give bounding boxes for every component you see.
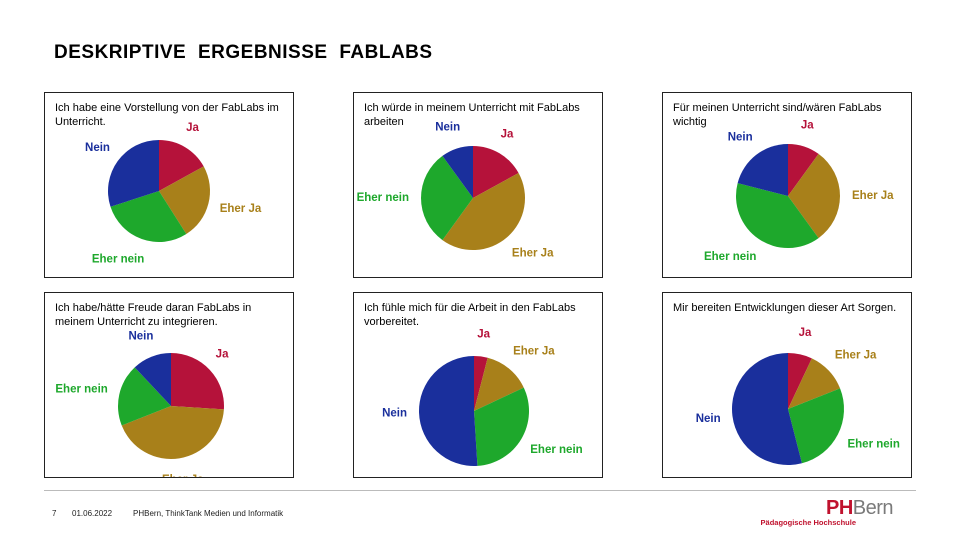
slice-label: Ja (801, 120, 814, 132)
pie-slice (788, 358, 841, 409)
logo: PHBern (826, 497, 894, 520)
chart-panel: Ich würde in meinem Unterricht mit FabLa… (353, 92, 603, 278)
pie-slice (474, 387, 529, 466)
pie-slice (418, 356, 478, 466)
pie-chart: Ja Eher Ja Eher nein Nein (55, 330, 229, 477)
slice-label: Ja (477, 329, 490, 341)
pie-chart: Ja Eher Ja Eher nein Nein (696, 327, 900, 465)
pie-slice (737, 144, 788, 196)
pie-slice (110, 191, 187, 243)
slice-label: Ja (501, 128, 514, 140)
slice-label: Nein (435, 122, 460, 134)
chart-title: Ich habe/hätte Freude daran FabLabs in m… (55, 302, 252, 328)
slice-label: Eher nein (55, 384, 107, 396)
pie-slice (118, 367, 171, 426)
pie-chart: Ja Eher Ja Eher nein Nein (85, 122, 262, 266)
pie-slice (442, 172, 525, 250)
chart-panel: Ich fühle mich für die Arbeit in den Fab… (353, 292, 603, 478)
chart-panel: Ich habe eine Vorstellung von der FabLab… (44, 92, 294, 278)
slide-title: DESKRIPTIVE ERGEBNISSE FABLABS (54, 42, 433, 63)
chart-panel: Für meinen Unterricht sind/wären FabLabs… (662, 92, 912, 278)
slice-label: Ja (186, 122, 199, 134)
chart-title: Ich habe eine Vorstellung von der FabLab… (55, 102, 279, 128)
logo-ph: PH (826, 497, 853, 519)
slice-label: Nein (728, 132, 753, 144)
slice-label: Eher nein (847, 438, 899, 450)
slice-label: Nein (696, 413, 721, 425)
slice-label: Nein (382, 407, 407, 419)
slice-label: Eher Ja (852, 190, 894, 202)
logo-subtitle: Pädagogische Hochschule (760, 518, 856, 527)
slice-label: Eher Ja (162, 474, 204, 477)
pie-slice (442, 146, 473, 198)
slice-label: Nein (85, 142, 110, 154)
pie-slice (474, 356, 488, 411)
chart-panel: Mir bereiten Entwicklungen dieser Art So… (662, 292, 912, 478)
page-number: 7 (52, 509, 57, 518)
slice-label: Eher nein (357, 192, 409, 204)
pie-slice (159, 140, 204, 191)
pie-chart: Ja Eher Ja Eher nein Nein (382, 329, 583, 466)
chart-title: Ich würde in meinem Unterricht mit FabLa… (364, 102, 580, 128)
slice-label: Eher nein (530, 444, 582, 456)
slice-label: Ja (216, 349, 229, 361)
pie-slice (788, 388, 844, 464)
pie-slice (121, 406, 224, 459)
slice-label: Eher Ja (220, 203, 262, 215)
pie-chart: Ja Eher Ja Eher nein Nein (357, 122, 555, 260)
pie-slice (788, 153, 840, 239)
logo-bern: Bern (852, 497, 894, 519)
chart-panel: Ich habe/hätte Freude daran FabLabs in m… (44, 292, 294, 478)
slice-label: Eher Ja (835, 350, 877, 362)
slice-label: Eher nein (92, 254, 144, 266)
pie-slice (421, 155, 473, 241)
pie-slice (732, 353, 802, 465)
footer-rule (44, 490, 916, 491)
chart-title: Mir bereiten Entwicklungen dieser Art So… (673, 302, 897, 314)
pie-slice (171, 353, 224, 410)
pie-slice (474, 357, 524, 411)
pie-slice (736, 183, 819, 248)
pie-slice (788, 144, 819, 196)
pie-slice (134, 353, 171, 406)
pie-slice (473, 146, 519, 198)
pie-slice (159, 166, 210, 235)
pie-slice (107, 140, 159, 207)
slice-label: Eher Ja (513, 346, 555, 358)
date: 01.06.2022 (72, 509, 113, 518)
slice-label: Ja (799, 327, 812, 339)
footer-text: PHBern, ThinkTank Medien und Informatik (133, 509, 284, 518)
pie-slice (788, 353, 812, 409)
slice-label: Eher Ja (512, 248, 554, 260)
chart-title: Für meinen Unterricht sind/wären FabLabs… (673, 102, 882, 128)
chart-title: Ich fühle mich für die Arbeit in den Fab… (364, 302, 576, 328)
slice-label: Eher nein (704, 251, 756, 263)
slice-label: Nein (128, 330, 153, 342)
pie-chart: Ja Eher Ja Eher nein Nein (704, 120, 894, 264)
